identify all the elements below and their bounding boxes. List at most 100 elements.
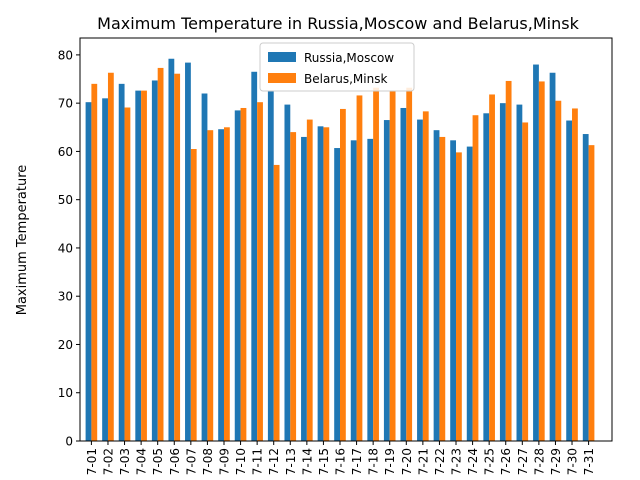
x-tick-label: 7-20 <box>400 448 414 475</box>
x-tick-label: 7-16 <box>334 448 348 475</box>
bar-7-14-moscow <box>301 136 307 441</box>
y-tick-label: 50 <box>58 193 73 207</box>
bar-7-16-minsk <box>340 108 346 441</box>
x-tick-label: 7-19 <box>383 448 397 475</box>
bar-7-22-moscow <box>433 130 440 441</box>
series-russia-moscow <box>85 58 589 442</box>
x-tick-label: 7-10 <box>234 448 248 475</box>
bar-7-02-minsk <box>107 72 114 441</box>
x-tick-label: 7-29 <box>549 448 563 475</box>
bar-7-02-moscow <box>102 98 108 441</box>
x-tick-label: 7-24 <box>466 448 480 475</box>
x-tick-label: 7-13 <box>284 448 298 475</box>
x-tick-label: 7-06 <box>168 448 182 475</box>
bar-7-24-moscow <box>466 146 473 441</box>
bar-7-11-moscow <box>251 71 258 441</box>
bar-7-03-minsk <box>124 107 131 441</box>
y-tick-label: 70 <box>58 97 73 111</box>
x-tick-label: 7-14 <box>300 448 314 475</box>
bar-7-24-minsk <box>472 115 479 441</box>
bar-7-10-minsk <box>240 107 247 441</box>
y-tick-label: 80 <box>58 48 73 62</box>
bar-7-16-moscow <box>334 148 340 442</box>
bar-7-14-minsk <box>306 119 313 441</box>
bar-7-05-minsk <box>157 67 164 442</box>
x-tick-label: 7-04 <box>135 448 149 475</box>
bar-7-26-minsk <box>505 80 512 441</box>
bar-7-20-moscow <box>400 107 407 441</box>
x-tick-label: 7-31 <box>582 448 596 475</box>
plot-frame <box>79 37 613 442</box>
y-tick-label: 0 <box>65 435 73 449</box>
bar-7-18-minsk <box>373 87 379 442</box>
bar-7-30-moscow <box>566 120 573 441</box>
legend: Russia,Moscow Belarus,Minsk <box>259 42 415 92</box>
bar-7-04-moscow <box>135 90 142 442</box>
bar-7-05-moscow <box>151 80 158 441</box>
chart-title: Maximum Temperature in Russia,Moscow and… <box>97 14 579 33</box>
x-tick-label: 7-18 <box>367 448 381 475</box>
bar-7-30-minsk <box>572 108 578 442</box>
bar-7-21-minsk <box>422 111 429 442</box>
legend-box <box>259 42 415 92</box>
bar-7-23-moscow <box>450 140 457 441</box>
bars-layer <box>85 58 595 442</box>
x-tick-label: 7-25 <box>483 448 497 475</box>
bar-7-09-minsk <box>223 127 230 441</box>
bar-7-27-moscow <box>516 104 523 441</box>
bar-7-07-minsk <box>190 149 197 441</box>
x-tick-label: 7-07 <box>184 448 198 475</box>
bar-7-20-minsk <box>406 87 413 442</box>
x-tick-label: 7-17 <box>350 448 364 475</box>
x-tick-label: 7-30 <box>566 448 580 475</box>
y-axis-label: Maximum Temperature <box>15 165 30 316</box>
x-tick-label: 7-28 <box>532 448 546 475</box>
x-tick-label: 7-12 <box>267 448 281 475</box>
bar-7-26-moscow <box>499 103 506 441</box>
bar-7-31-minsk <box>588 145 595 441</box>
y-tick-label: 60 <box>58 145 73 159</box>
legend-swatch <box>268 73 296 83</box>
bar-7-18-moscow <box>367 138 374 441</box>
bar-7-08-moscow <box>201 93 208 441</box>
bar-7-21-moscow <box>417 119 423 441</box>
x-tick-label: 7-08 <box>201 448 215 475</box>
x-tick-label: 7-01 <box>85 448 99 475</box>
bar-7-06-moscow <box>168 58 175 441</box>
bar-7-11-minsk <box>257 102 263 441</box>
x-tick-label: 7-02 <box>101 448 115 475</box>
bar-7-04-minsk <box>141 90 147 442</box>
bar-7-31-moscow <box>582 134 589 442</box>
x-tick-label: 7-11 <box>251 448 265 475</box>
bar-7-17-moscow <box>350 140 357 441</box>
x-tick-label: 7-09 <box>217 448 231 475</box>
bar-7-28-moscow <box>533 64 539 441</box>
bar-7-29-minsk <box>555 100 562 442</box>
bar-7-03-moscow <box>118 83 125 441</box>
x-tick-label: 7-03 <box>118 448 132 475</box>
bar-7-19-minsk <box>389 91 396 441</box>
bar-7-17-minsk <box>356 95 363 442</box>
bar-7-15-minsk <box>323 127 330 441</box>
x-tick-label: 7-23 <box>450 448 464 475</box>
legend-swatch <box>268 52 296 62</box>
bar-7-13-moscow <box>284 104 291 441</box>
legend-label: Belarus,Minsk <box>304 72 387 86</box>
bar-7-28-minsk <box>538 81 545 441</box>
bar-7-23-minsk <box>456 152 462 441</box>
series-belarus-minsk <box>91 67 595 442</box>
bar-7-27-minsk <box>522 122 529 442</box>
bar-7-07-moscow <box>185 62 191 442</box>
bar-7-29-moscow <box>549 72 556 441</box>
x-tick-label: 7-05 <box>151 448 165 475</box>
bar-7-08-minsk <box>207 130 214 441</box>
bar-7-15-moscow <box>317 126 324 441</box>
x-tick-label: 7-15 <box>317 448 331 475</box>
x-tick-label: 7-26 <box>499 448 513 475</box>
x-tick-label: 7-22 <box>433 448 447 475</box>
bar-7-12-minsk <box>273 164 280 441</box>
bar-7-12-moscow <box>267 91 274 441</box>
